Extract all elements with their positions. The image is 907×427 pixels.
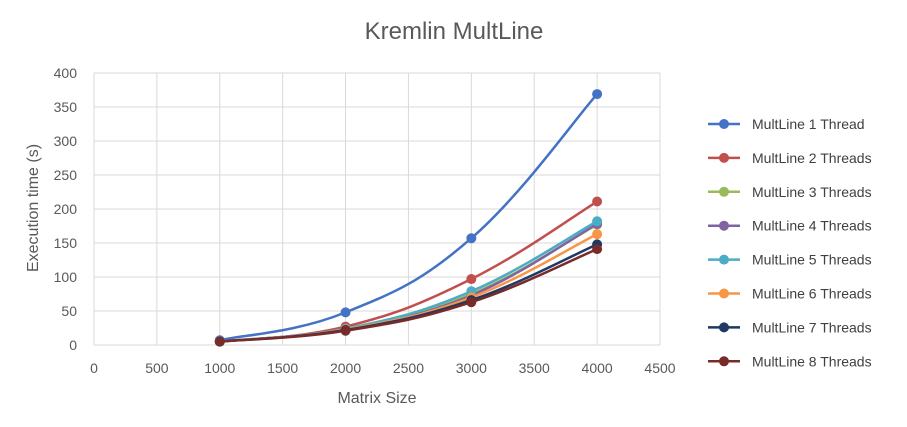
x-tick-label: 1000 (204, 360, 235, 376)
legend-label: MultLine 4 Threads (752, 218, 872, 234)
data-point (592, 229, 603, 240)
legend-label: MultLine 6 Threads (752, 286, 872, 302)
y-tick-label: 0 (69, 337, 77, 353)
data-point (466, 274, 477, 285)
y-tick-label: 350 (54, 99, 78, 115)
x-tick-label: 3500 (519, 360, 550, 376)
chart-title: Kremlin MultLine (365, 18, 544, 45)
legend-label: MultLine 5 Threads (752, 252, 872, 268)
legend-swatch-marker (719, 288, 729, 299)
legend-item: MultLine 2 Threads (708, 150, 872, 166)
data-point (340, 325, 351, 336)
grid-lines (93, 72, 661, 346)
x-tick-label: 2000 (330, 360, 361, 376)
y-tick-label: 400 (54, 65, 78, 81)
y-axis-title: Execution time (s) (25, 144, 42, 272)
legend-item: MultLine 4 Threads (708, 218, 872, 234)
series-line (218, 247, 599, 343)
legend-item: MultLine 5 Threads (708, 252, 872, 268)
x-tick-label: 4500 (644, 360, 675, 376)
legend: MultLine 1 Thread MultLine 2 Threads MultL… (708, 116, 872, 369)
x-tick-label: 0 (90, 360, 98, 376)
y-tick-label: 50 (61, 303, 77, 319)
legend-swatch-marker (719, 356, 729, 367)
data-point (214, 336, 225, 347)
x-tick-label: 500 (145, 360, 169, 376)
x-tick-label: 2500 (393, 360, 424, 376)
legend-label: MultLine 7 Threads (752, 319, 872, 335)
series-8 (214, 244, 603, 347)
legend-item: MultLine 6 Threads (708, 286, 872, 302)
legend-label: MultLine 8 Threads (752, 353, 872, 369)
y-tick-label: 200 (54, 201, 78, 217)
legend-swatch-marker (719, 220, 729, 231)
data-point (592, 89, 603, 100)
data-point (340, 307, 351, 318)
data-point (592, 196, 603, 207)
legend-swatch-marker (719, 152, 729, 163)
y-tick-label: 250 (54, 167, 78, 183)
legend-label: MultLine 1 Thread (752, 116, 865, 132)
legend-item: MultLine 1 Thread (708, 116, 865, 132)
y-tick-label: 100 (54, 269, 78, 285)
y-tick-label: 150 (54, 235, 78, 251)
legend-item: MultLine 3 Threads (708, 184, 872, 200)
y-tick-label: 300 (54, 133, 78, 149)
legend-swatch-marker (719, 254, 729, 265)
data-point (466, 297, 477, 308)
legend-item: MultLine 8 Threads (708, 353, 872, 369)
x-tick-label: 4000 (582, 360, 613, 376)
x-tick-label: 1500 (267, 360, 298, 376)
legend-item: MultLine 7 Threads (708, 319, 872, 335)
legend-swatch-marker (719, 119, 729, 129)
x-tick-label: 3000 (456, 360, 487, 376)
series-layer (214, 89, 603, 347)
legend-label: MultLine 2 Threads (752, 150, 872, 166)
legend-swatch-marker (719, 322, 729, 333)
x-axis-title: Matrix Size (337, 390, 416, 407)
series-line (218, 92, 599, 342)
data-point (592, 244, 603, 255)
legend-swatch-marker (719, 186, 729, 197)
data-point (592, 216, 603, 227)
legend-label: MultLine 3 Threads (752, 184, 872, 200)
data-point (466, 233, 477, 244)
